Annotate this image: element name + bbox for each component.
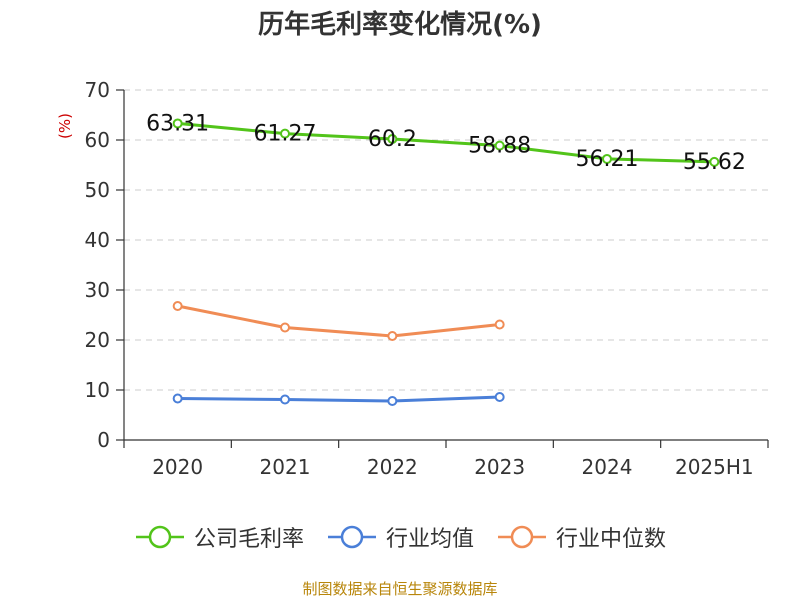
x-tick-label: 2023 <box>474 455 525 479</box>
data-label: 60.2 <box>368 127 417 152</box>
data-labels: 63.31 61.27 60.2 58.88 56.21 55.62 <box>146 111 746 174</box>
data-point <box>172 393 183 404</box>
y-tick-label: 70 <box>85 78 110 102</box>
legend-label: 行业中位数 <box>556 527 667 552</box>
data-point <box>387 134 398 144</box>
y-tick-label: 0 <box>97 428 110 452</box>
x-tick-label: 2022 <box>367 455 418 479</box>
data-point <box>387 331 398 341</box>
data-point <box>709 156 720 167</box>
data-point <box>602 153 612 164</box>
legend-label: 行业均值 <box>385 527 474 552</box>
data-point <box>494 140 505 151</box>
x-tick-label: 2021 <box>260 455 311 479</box>
grid-lines <box>124 89 768 391</box>
data-label: 58.88 <box>468 134 531 159</box>
series-line <box>177 395 500 403</box>
data-label: 55.62 <box>683 150 746 175</box>
data-point <box>494 319 505 330</box>
series-lines <box>172 118 720 406</box>
axes: 0 10 20 30 40 50 60 70 2020 2021 2022 2023 2024 2025H… <box>56 78 769 479</box>
source-note: 制图数据来自恒生聚源数据库 <box>302 580 498 598</box>
x-tick-label: 2025H1 <box>675 455 754 479</box>
legend: 公司毛利率 行业均值 行业中位数 <box>0 520 800 554</box>
data-label: 61.27 <box>254 122 317 147</box>
x-tick-label: 2020 <box>152 455 203 479</box>
legend-swatch-icon <box>135 525 184 549</box>
legend-swatch-icon <box>327 525 376 549</box>
y-tick-label: 30 <box>85 278 110 302</box>
data-point <box>172 301 183 311</box>
series-line <box>177 121 715 164</box>
legend-label: 公司毛利率 <box>193 527 304 552</box>
y-tick-label: 20 <box>85 328 110 352</box>
legend-item[interactable]: 行业中位数 <box>496 521 666 553</box>
data-point <box>172 118 183 129</box>
y-tick-label: 60 <box>85 128 110 152</box>
data-point <box>280 128 290 139</box>
data-label: 56.21 <box>576 147 639 172</box>
y-tick-label: 40 <box>85 228 110 252</box>
legend-item[interactable]: 行业均值 <box>326 521 474 553</box>
data-point <box>494 392 505 402</box>
data-point <box>387 396 398 406</box>
legend-swatch-icon <box>498 525 546 549</box>
y-axis-label: (%) <box>56 113 74 139</box>
y-tick-label: 10 <box>85 378 110 402</box>
chart-title: 历年毛利率变化情况(%) <box>258 10 542 40</box>
data-label: 63.31 <box>146 111 209 136</box>
series-line <box>177 304 500 338</box>
legend-item[interactable]: 公司毛利率 <box>134 521 304 553</box>
y-tick-label: 50 <box>85 178 110 202</box>
data-point <box>280 322 290 333</box>
x-tick-label: 2024 <box>582 455 633 479</box>
data-point <box>280 394 290 405</box>
